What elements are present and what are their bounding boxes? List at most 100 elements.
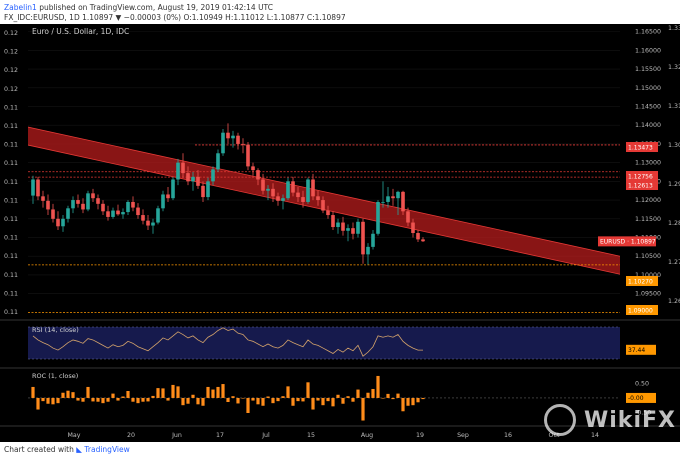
roc-bar <box>66 390 70 398</box>
candle-body <box>346 228 350 231</box>
candle-body <box>41 196 45 201</box>
candle-body <box>161 194 165 209</box>
roc-pane: ROC (1, close)0.500.00-0.50-0.00 <box>0 367 680 421</box>
candle-body <box>81 203 85 210</box>
roc-bar <box>216 386 220 398</box>
chart-background <box>0 24 680 442</box>
roc-bar <box>181 397 185 406</box>
time-axis-tick: 16 <box>504 432 512 439</box>
chart-footer: Chart created with ◣ TradingView <box>4 445 130 454</box>
roc-bar <box>156 388 160 398</box>
candle-body <box>71 200 75 209</box>
roc-bar <box>31 386 35 398</box>
candle-body <box>296 192 300 198</box>
right-axis-secondary-tick: 1.32 <box>668 64 680 71</box>
roc-bar <box>161 388 165 398</box>
roc-bar <box>96 397 100 402</box>
roc-bar <box>361 397 365 421</box>
roc-bar <box>251 397 255 401</box>
candle-body <box>341 222 345 231</box>
right-axis-tick: 1.15500 <box>635 66 661 73</box>
roc-bar <box>81 397 85 402</box>
left-axis-tick: 0.12 <box>4 49 18 56</box>
right-axis-tick: 1.11500 <box>635 216 661 223</box>
left-axis-tick: 0.11 <box>4 160 18 167</box>
rsi-value-text: 37.44 <box>628 347 645 354</box>
candle-body <box>196 176 200 186</box>
roc-bar <box>116 397 120 401</box>
roc-bar <box>381 397 385 399</box>
left-axis-tick: 0.11 <box>4 253 18 260</box>
right-axis-secondary-tick: 1.28 <box>668 220 680 227</box>
time-axis-tick: 14 <box>591 432 599 439</box>
roc-value-flag <box>626 392 656 403</box>
time-axis-tick: May <box>67 432 80 439</box>
right-axis-secondary-tick: 1.30 <box>668 142 680 149</box>
candle-body <box>301 197 305 202</box>
candle-body <box>151 222 155 226</box>
chart-title: Euro / U.S. Dollar, 1D, IDC <box>32 27 129 36</box>
symbol-quote-line: FX_IDC:EURUSD, 1D 1.10897 ▼ −0.00003 (0%… <box>4 13 346 22</box>
right-axis-tick: 1.09500 <box>635 291 661 298</box>
roc-bar <box>416 397 420 403</box>
roc-bar <box>171 384 175 398</box>
left-axis-tick: 0.11 <box>4 272 18 279</box>
roc-bar <box>261 397 265 406</box>
candle-body <box>221 132 225 154</box>
roc-bar <box>126 391 130 398</box>
left-axis-tick: 0.11 <box>4 123 18 130</box>
candle-body <box>336 222 340 228</box>
candle-body <box>316 196 320 201</box>
candle-body <box>96 198 100 204</box>
left-axis: 0.12 0.12 0.12 0.12 0.11 0.11 0.11 0.11 0.11 0.11… <box>0 24 28 318</box>
candle-body <box>381 201 385 203</box>
roc-bar <box>366 392 370 398</box>
roc-bar <box>321 397 325 406</box>
roc-bar <box>301 397 305 402</box>
roc-bar <box>206 386 210 398</box>
time-axis-tick: Aug <box>361 432 373 439</box>
roc-bar <box>46 397 50 404</box>
roc-bar <box>226 397 230 402</box>
price-label-text: EURUSD · 1.10897 <box>600 239 656 246</box>
roc-bar <box>336 394 340 398</box>
roc-bar <box>186 397 190 404</box>
candle-body <box>361 221 365 255</box>
roc-bar <box>106 397 110 402</box>
candle-body <box>236 135 240 144</box>
roc-bar <box>231 396 235 398</box>
candle-body <box>416 233 420 240</box>
footer-brand[interactable]: TradingView <box>84 445 130 454</box>
roc-bar <box>176 386 180 398</box>
roc-bar <box>191 394 195 398</box>
price-label-text: 1.09000 <box>628 307 653 314</box>
candle-body <box>141 215 145 221</box>
author-name[interactable]: Zabelin1 <box>4 3 37 12</box>
tradingview-logo-icon: ◣ <box>76 445 83 454</box>
candle-body <box>121 212 125 215</box>
candle-body <box>366 246 370 255</box>
roc-bar <box>326 397 330 402</box>
candle-body <box>226 132 230 139</box>
roc-bar <box>421 397 425 400</box>
roc-bar <box>276 397 280 402</box>
candle-body <box>406 211 410 223</box>
candle-body <box>191 176 195 182</box>
candle-body <box>291 181 295 193</box>
candle-body <box>106 211 110 217</box>
candle-body <box>201 185 205 198</box>
candle-body <box>421 239 425 242</box>
roc-bar <box>371 388 375 398</box>
roc-bar <box>246 397 250 413</box>
time-axis-tick: 19 <box>416 432 424 439</box>
candle-body <box>76 200 80 204</box>
roc-bar <box>286 386 290 398</box>
rsi-pane: RSI (14, close) 37.44 <box>0 319 680 360</box>
candle-body <box>126 201 130 213</box>
wikifx-watermark: WikiFX <box>540 402 675 438</box>
right-axis-bg <box>620 24 680 442</box>
roc-bar <box>131 397 135 402</box>
left-axis-tick: 0.11 <box>4 104 18 111</box>
roc-bar <box>406 397 410 406</box>
